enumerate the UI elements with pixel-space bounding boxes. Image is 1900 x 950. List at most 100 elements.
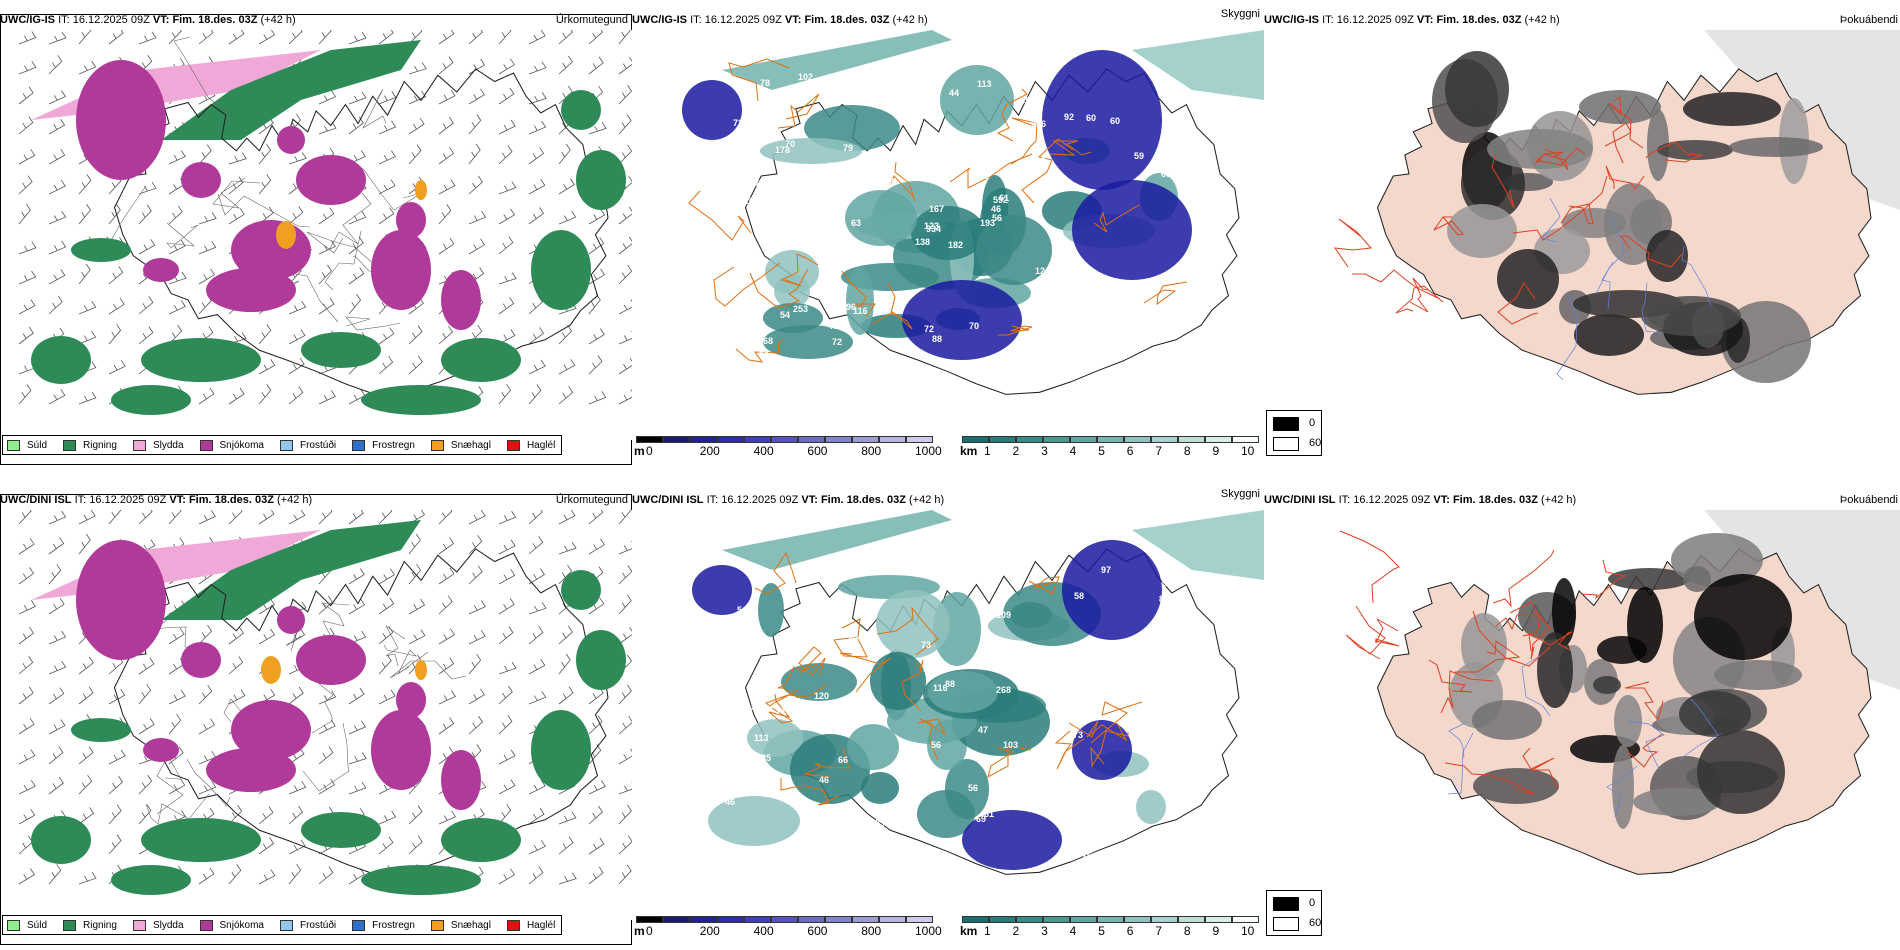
visibility-value-label: 63 <box>812 618 822 628</box>
visibility-map: 212 206 156 982 549 198 71 109 73 97 88 73 92 95 63 46 6… <box>632 510 1264 910</box>
vt-label: VT: <box>169 494 186 506</box>
visibility-value-label: 69 <box>976 814 986 824</box>
visibility-value-label: 47 <box>978 725 988 735</box>
colorbar-tick-label: 200 <box>699 924 720 938</box>
visibility-value-label: 60 <box>1110 116 1120 126</box>
visibility-value-label: 280 <box>871 179 886 189</box>
legend-item-snjókoma: Snjókoma <box>199 439 264 451</box>
it-value: 16.12.2025 09Z <box>89 494 167 506</box>
visibility-value-label: 70 <box>856 835 866 845</box>
colorbar-segment <box>1043 436 1070 443</box>
visibility-value-label: 46 <box>828 321 838 331</box>
colorbar-segment <box>825 436 852 443</box>
legend-swatch <box>506 439 520 451</box>
visibility-value-label: 49 <box>848 634 858 644</box>
colorbar-segment <box>1151 916 1178 923</box>
row1-fog-panel: UWC/IG-IS IT: 16.12.2025 09Z VT: Fim. 18… <box>1264 10 1900 465</box>
colorbar-tick-label: 8 <box>1183 924 1191 938</box>
legend-label: Rigning <box>83 919 117 931</box>
visibility-map: 182 178 934 268 592 116 173 359 256 193 18 76 108 131… <box>632 30 1264 430</box>
visibility-value-label: 88 <box>1159 594 1169 604</box>
legend-label: Súld <box>27 919 48 931</box>
vt-label: VT: <box>801 494 818 506</box>
colorbar-tick-label: 10 <box>1241 444 1255 458</box>
lead-time: (+42 h) <box>1524 14 1560 26</box>
legend-swatch <box>430 919 444 931</box>
visibility-value-label: 61 <box>984 809 994 819</box>
visibility-value-label: 116 <box>853 306 868 316</box>
colorbar-tick-label: 9 <box>1212 924 1220 938</box>
visibility-value-label: 549 <box>737 605 752 615</box>
colorbar-segment <box>771 916 798 923</box>
legend-swatch <box>199 439 213 451</box>
colorbar-segment <box>1178 436 1205 443</box>
colorbar-segment <box>744 436 771 443</box>
visibility-value-label: 71 <box>776 706 786 716</box>
visibility-value-label: 85 <box>1038 293 1048 303</box>
visibility-value-label: 131 <box>1162 129 1177 139</box>
legend-swatch <box>430 439 444 451</box>
visibility-value-label: 18 <box>803 87 813 97</box>
visibility-value-label: 123 <box>924 221 939 231</box>
visibility-value-label: 70 <box>1047 281 1057 291</box>
colorbar-segment <box>636 916 663 923</box>
legend-item-slydda: Slydda <box>132 919 184 931</box>
legend-label: Súld <box>27 439 48 451</box>
precip-type-map <box>1 30 633 440</box>
visibility-value-label: 56 <box>920 770 930 780</box>
visibility-value-label: 63 <box>851 218 861 228</box>
colorbar-tick-label: 3 <box>1041 444 1048 458</box>
legend-swatch <box>63 439 77 451</box>
fog-legend-swatch-0 <box>1273 417 1299 431</box>
row1-precip-header: UWC/IG-IS IT: 16.12.2025 09Z VT: Fim. 18… <box>0 10 296 30</box>
vt-label: VT: <box>1416 14 1434 26</box>
precip-type-map <box>1 510 633 920</box>
colorbar-tick-label: 600 <box>807 924 828 938</box>
legend-item-slydda: Slydda <box>132 439 184 451</box>
vt-label: VT: <box>784 14 802 26</box>
model-name: UWC/DINI ISL <box>632 494 704 506</box>
visibility-value-label: 346 <box>1030 681 1045 691</box>
visibility-value-label: 72 <box>924 324 934 334</box>
panel-title-fog: Þokuábendi <box>1839 14 1898 26</box>
it-label: IT: <box>1338 494 1351 506</box>
visibility-value-label: 982 <box>1162 578 1177 588</box>
colorbar-tick-label: 3 <box>1041 924 1048 938</box>
visibility-value-label: 116 <box>933 683 948 693</box>
visibility-value-label: 60 <box>1148 330 1158 340</box>
elevation-colorbar: m 0 200 400 600 800 1000 <box>634 436 942 460</box>
visibility-value-label: 72 <box>733 118 743 128</box>
colorbar-segment <box>1097 436 1124 443</box>
colorbar-tick-label: 8 <box>1183 444 1191 458</box>
lead-time: (+42 h) <box>260 14 296 26</box>
colorbar-segment <box>1124 436 1151 443</box>
precip-legend: Súld Rigning Slydda Snjókoma Frostúði Frostre… <box>2 915 563 935</box>
visibility-value-label: 46 <box>725 180 735 190</box>
panel-title-precip: Úrkomutegund <box>555 14 628 26</box>
visibility-value-label: 56 <box>931 740 941 750</box>
visibility-value-label: 92 <box>821 190 831 200</box>
colorbar-tick-label: 9 <box>1212 444 1220 458</box>
visibility-value-label: 206 <box>932 564 947 574</box>
legend-item-frostregn: Frostregn <box>352 919 415 931</box>
visibility-value-label: 124 <box>1035 266 1050 276</box>
visibility-value-label: 39 <box>1010 754 1020 764</box>
visibility-value-label: 63 <box>1161 169 1171 179</box>
colorbar-segment <box>744 916 771 923</box>
colorbar-tick-label: 6 <box>1126 444 1134 458</box>
visibility-value-label: 58 <box>1074 591 1084 601</box>
colorbar-tick-label: 6 <box>1126 924 1134 938</box>
vt-value: Fim. 18.des. 03Z <box>1452 494 1538 506</box>
colorbar-segment <box>690 436 717 443</box>
visibility-value-label: 88 <box>932 334 942 344</box>
row1-fog-header: UWC/IG-IS IT: 16.12.2025 09Z VT: Fim. 18… <box>1264 10 1560 30</box>
visibility-value-label: 71 <box>939 143 949 153</box>
colorbar-segment <box>717 436 744 443</box>
colorbar-tick-label: 7 <box>1155 444 1163 458</box>
colorbar-segment <box>1178 916 1205 923</box>
visibility-value-label: 50 <box>759 350 769 360</box>
legend-item-frostúði: Frostúði <box>279 919 336 931</box>
legend-swatch <box>279 919 293 931</box>
visibility-value-label: 84 <box>1076 670 1086 680</box>
colorbar-segment <box>879 436 906 443</box>
